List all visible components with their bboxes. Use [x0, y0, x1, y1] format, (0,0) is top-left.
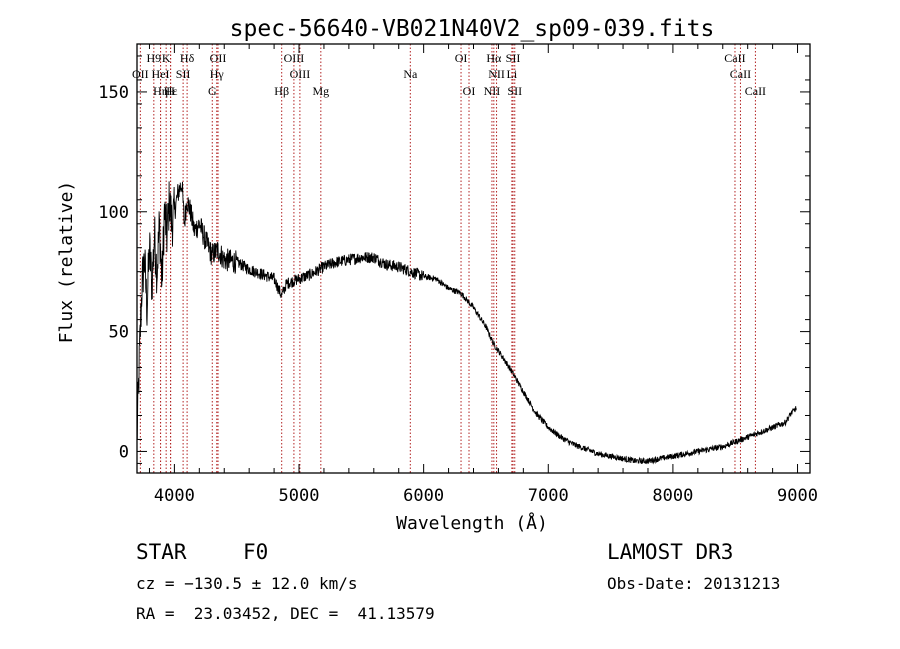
- obs-date: Obs-Date: 20131213: [607, 574, 781, 593]
- line-marker-label-8: CaII: [724, 51, 745, 65]
- x-tick-label: 8000: [652, 486, 693, 506]
- x-axis-label: Wavelength (Å): [396, 512, 548, 534]
- line-marker-label-12: Hγ: [210, 67, 225, 81]
- line-marker-label-23: Mg: [312, 84, 329, 98]
- x-tick-label: 4000: [154, 486, 195, 506]
- object-subclass: F0: [243, 540, 269, 564]
- x-tick-label: 6000: [403, 486, 444, 506]
- line-marker-label-1: K: [162, 51, 171, 65]
- line-marker-label-24: OI: [463, 84, 476, 98]
- y-tick-label: 50: [109, 323, 129, 343]
- line-marker-label-0: H9: [146, 51, 161, 65]
- y-tick-label: 100: [98, 203, 129, 223]
- redshift-readout: cz = −130.5 ± 12.0 km/s: [136, 574, 358, 593]
- x-tick-label: 7000: [528, 486, 569, 506]
- line-marker-label-10: HeI: [152, 67, 170, 81]
- line-marker-label-15: NII: [488, 67, 505, 81]
- axis-ticks: 4000 5000 6000 7000 8000 9000 0 50 100 150: [98, 44, 818, 506]
- y-tick-label: 0: [119, 442, 129, 462]
- object-class: STAR: [136, 540, 187, 564]
- line-marker-label-17: CaII: [730, 67, 751, 81]
- line-marker-label-20: H: [166, 84, 175, 98]
- line-marker-label-11: SII: [176, 67, 191, 81]
- line-marker-label-3: OII: [210, 51, 227, 65]
- x-tick-label: 5000: [279, 486, 320, 506]
- line-marker-label-14: Na: [403, 67, 418, 81]
- line-marker-label-5: OI: [455, 51, 468, 65]
- y-axis-label: Flux (relative): [56, 181, 77, 344]
- line-marker-label-19: Hη: [153, 84, 168, 98]
- x-tick-label: 9000: [777, 486, 818, 506]
- line-marker-label-4: OIII: [284, 51, 305, 65]
- chart-title: spec-56640-VB021N40V2_sp09-039.fits: [230, 16, 715, 42]
- y-tick-label: 150: [98, 83, 129, 103]
- series-line-flux: [136, 181, 797, 465]
- line-marker-label-2: Hδ: [180, 51, 195, 65]
- line-marker-label-7: SII: [506, 51, 521, 65]
- line-marker-label-18: Hε: [164, 84, 178, 98]
- line-marker-label-9: OII: [132, 67, 149, 81]
- line-marker-label-21: G: [208, 84, 217, 98]
- line-marker-label-22: Hβ: [274, 84, 289, 98]
- line-marker-layer: [139, 44, 756, 473]
- coordinates: RA = 23.03452, DEC = 41.13579: [136, 604, 435, 623]
- line-marker-label-6: Hα: [486, 51, 502, 65]
- line-marker-label-26: SII: [507, 84, 522, 98]
- line-marker-label-27: CaII: [745, 84, 766, 98]
- line-marker-label-16: Li: [507, 67, 518, 81]
- survey-name: LAMOST DR3: [607, 540, 734, 564]
- line-marker-label-25: NII: [484, 84, 501, 98]
- series-layer: [136, 181, 797, 465]
- line-marker-label-13: OIII: [290, 67, 311, 81]
